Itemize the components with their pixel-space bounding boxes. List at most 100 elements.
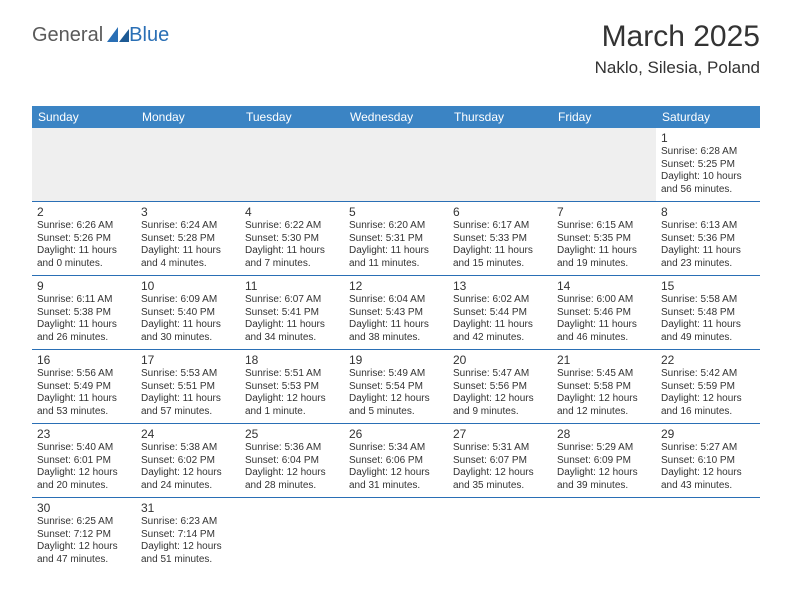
weekday-header: Friday bbox=[552, 106, 656, 128]
day-number: 24 bbox=[141, 427, 235, 441]
daylight-text: Daylight: 11 hours bbox=[37, 393, 131, 406]
daylight-text: Daylight: 12 hours bbox=[453, 393, 547, 406]
daylight-text: and 5 minutes. bbox=[349, 406, 443, 419]
sunset-text: Sunset: 5:26 PM bbox=[37, 233, 131, 246]
sunrise-text: Sunrise: 6:24 AM bbox=[141, 220, 235, 233]
sunrise-text: Sunrise: 6:07 AM bbox=[245, 294, 339, 307]
weekday-header-row: Sunday Monday Tuesday Wednesday Thursday… bbox=[32, 106, 760, 128]
calendar-cell: 15Sunrise: 5:58 AMSunset: 5:48 PMDayligh… bbox=[656, 276, 760, 349]
day-number: 29 bbox=[661, 427, 755, 441]
sunset-text: Sunset: 5:59 PM bbox=[661, 381, 755, 394]
sunset-text: Sunset: 5:28 PM bbox=[141, 233, 235, 246]
sunset-text: Sunset: 5:40 PM bbox=[141, 307, 235, 320]
calendar-cell: 17Sunrise: 5:53 AMSunset: 5:51 PMDayligh… bbox=[136, 350, 240, 423]
calendar-cell: 23Sunrise: 5:40 AMSunset: 6:01 PMDayligh… bbox=[32, 424, 136, 497]
sunset-text: Sunset: 5:30 PM bbox=[245, 233, 339, 246]
calendar-cell: 20Sunrise: 5:47 AMSunset: 5:56 PMDayligh… bbox=[448, 350, 552, 423]
daylight-text: Daylight: 11 hours bbox=[37, 319, 131, 332]
day-number: 15 bbox=[661, 279, 755, 293]
calendar-cell: 12Sunrise: 6:04 AMSunset: 5:43 PMDayligh… bbox=[344, 276, 448, 349]
sunrise-text: Sunrise: 5:27 AM bbox=[661, 442, 755, 455]
day-number: 30 bbox=[37, 501, 131, 515]
day-number: 31 bbox=[141, 501, 235, 515]
sunset-text: Sunset: 5:48 PM bbox=[661, 307, 755, 320]
daylight-text: Daylight: 11 hours bbox=[245, 245, 339, 258]
calendar-cell: 27Sunrise: 5:31 AMSunset: 6:07 PMDayligh… bbox=[448, 424, 552, 497]
weekday-header: Wednesday bbox=[344, 106, 448, 128]
day-number: 4 bbox=[245, 205, 339, 219]
sunrise-text: Sunrise: 5:45 AM bbox=[557, 368, 651, 381]
sunset-text: Sunset: 5:53 PM bbox=[245, 381, 339, 394]
calendar-cell bbox=[448, 498, 552, 571]
daylight-text: Daylight: 11 hours bbox=[453, 319, 547, 332]
day-number: 26 bbox=[349, 427, 443, 441]
daylight-text: and 42 minutes. bbox=[453, 332, 547, 345]
sunset-text: Sunset: 5:54 PM bbox=[349, 381, 443, 394]
sunrise-text: Sunrise: 5:49 AM bbox=[349, 368, 443, 381]
sunset-text: Sunset: 7:12 PM bbox=[37, 529, 131, 542]
daylight-text: and 47 minutes. bbox=[37, 554, 131, 567]
daylight-text: and 56 minutes. bbox=[661, 184, 755, 197]
day-number: 14 bbox=[557, 279, 651, 293]
calendar-cell: 9Sunrise: 6:11 AMSunset: 5:38 PMDaylight… bbox=[32, 276, 136, 349]
daylight-text: Daylight: 12 hours bbox=[661, 393, 755, 406]
calendar-week: 9Sunrise: 6:11 AMSunset: 5:38 PMDaylight… bbox=[32, 276, 760, 350]
daylight-text: Daylight: 11 hours bbox=[141, 393, 235, 406]
sunrise-text: Sunrise: 6:04 AM bbox=[349, 294, 443, 307]
daylight-text: Daylight: 11 hours bbox=[349, 245, 443, 258]
daylight-text: and 24 minutes. bbox=[141, 480, 235, 493]
daylight-text: and 35 minutes. bbox=[453, 480, 547, 493]
daylight-text: Daylight: 11 hours bbox=[453, 245, 547, 258]
daylight-text: and 34 minutes. bbox=[245, 332, 339, 345]
calendar-week: 2Sunrise: 6:26 AMSunset: 5:26 PMDaylight… bbox=[32, 202, 760, 276]
daylight-text: and 4 minutes. bbox=[141, 258, 235, 271]
daylight-text: and 9 minutes. bbox=[453, 406, 547, 419]
calendar-cell: 1Sunrise: 6:28 AMSunset: 5:25 PMDaylight… bbox=[656, 128, 760, 201]
calendar-week: 23Sunrise: 5:40 AMSunset: 6:01 PMDayligh… bbox=[32, 424, 760, 498]
sunset-text: Sunset: 5:41 PM bbox=[245, 307, 339, 320]
sunrise-text: Sunrise: 5:51 AM bbox=[245, 368, 339, 381]
calendar-cell: 21Sunrise: 5:45 AMSunset: 5:58 PMDayligh… bbox=[552, 350, 656, 423]
daylight-text: Daylight: 11 hours bbox=[141, 245, 235, 258]
daylight-text: and 16 minutes. bbox=[661, 406, 755, 419]
calendar-cell bbox=[344, 128, 448, 201]
day-number: 5 bbox=[349, 205, 443, 219]
calendar-week: 1Sunrise: 6:28 AMSunset: 5:25 PMDaylight… bbox=[32, 128, 760, 202]
calendar-cell: 30Sunrise: 6:25 AMSunset: 7:12 PMDayligh… bbox=[32, 498, 136, 571]
day-number: 10 bbox=[141, 279, 235, 293]
weekday-header: Sunday bbox=[32, 106, 136, 128]
day-number: 23 bbox=[37, 427, 131, 441]
daylight-text: Daylight: 12 hours bbox=[37, 467, 131, 480]
daylight-text: and 20 minutes. bbox=[37, 480, 131, 493]
daylight-text: Daylight: 12 hours bbox=[245, 467, 339, 480]
day-number: 28 bbox=[557, 427, 651, 441]
sunset-text: Sunset: 5:43 PM bbox=[349, 307, 443, 320]
daylight-text: and 15 minutes. bbox=[453, 258, 547, 271]
sunset-text: Sunset: 6:01 PM bbox=[37, 455, 131, 468]
sunrise-text: Sunrise: 5:36 AM bbox=[245, 442, 339, 455]
day-number: 18 bbox=[245, 353, 339, 367]
daylight-text: and 11 minutes. bbox=[349, 258, 443, 271]
daylight-text: and 0 minutes. bbox=[37, 258, 131, 271]
calendar: Sunday Monday Tuesday Wednesday Thursday… bbox=[32, 106, 760, 571]
daylight-text: Daylight: 12 hours bbox=[37, 541, 131, 554]
logo-text-blue: Blue bbox=[129, 24, 169, 47]
sunrise-text: Sunrise: 5:56 AM bbox=[37, 368, 131, 381]
daylight-text: Daylight: 11 hours bbox=[37, 245, 131, 258]
daylight-text: and 28 minutes. bbox=[245, 480, 339, 493]
day-number: 13 bbox=[453, 279, 547, 293]
sunset-text: Sunset: 6:06 PM bbox=[349, 455, 443, 468]
daylight-text: and 1 minute. bbox=[245, 406, 339, 419]
sunrise-text: Sunrise: 6:15 AM bbox=[557, 220, 651, 233]
sunset-text: Sunset: 5:56 PM bbox=[453, 381, 547, 394]
daylight-text: Daylight: 12 hours bbox=[557, 393, 651, 406]
calendar-cell: 24Sunrise: 5:38 AMSunset: 6:02 PMDayligh… bbox=[136, 424, 240, 497]
sunrise-text: Sunrise: 5:29 AM bbox=[557, 442, 651, 455]
sunset-text: Sunset: 6:10 PM bbox=[661, 455, 755, 468]
sunset-text: Sunset: 5:44 PM bbox=[453, 307, 547, 320]
sunset-text: Sunset: 6:07 PM bbox=[453, 455, 547, 468]
sunset-text: Sunset: 5:33 PM bbox=[453, 233, 547, 246]
sunset-text: Sunset: 6:09 PM bbox=[557, 455, 651, 468]
daylight-text: Daylight: 12 hours bbox=[349, 467, 443, 480]
daylight-text: Daylight: 12 hours bbox=[245, 393, 339, 406]
